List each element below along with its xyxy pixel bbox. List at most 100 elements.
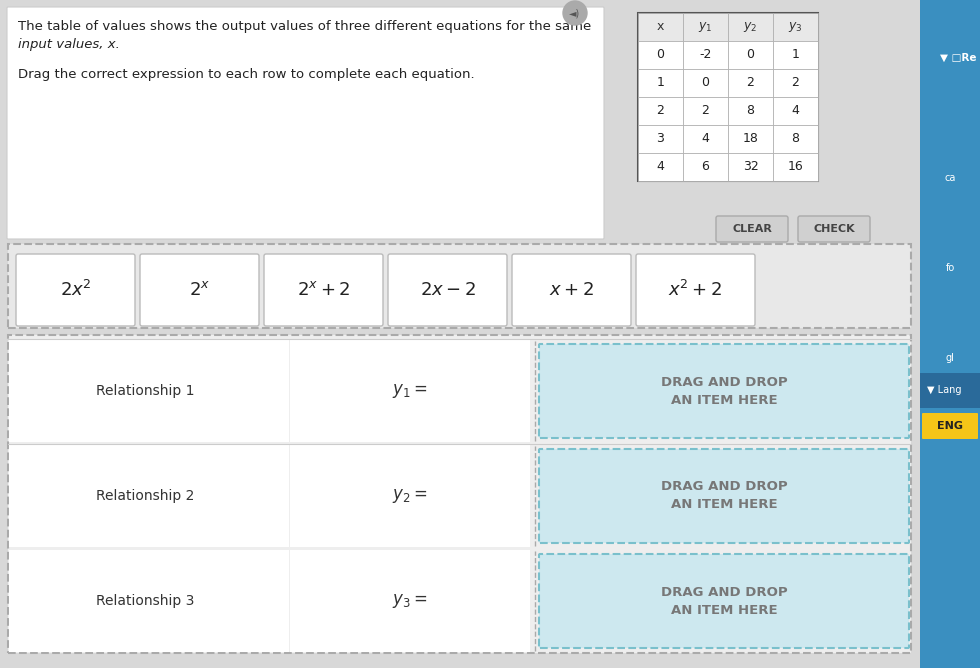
Text: CLEAR: CLEAR — [732, 224, 772, 234]
FancyBboxPatch shape — [920, 0, 980, 668]
FancyBboxPatch shape — [638, 153, 683, 181]
FancyBboxPatch shape — [683, 69, 728, 97]
FancyBboxPatch shape — [798, 216, 870, 242]
Text: 8: 8 — [747, 104, 755, 118]
FancyBboxPatch shape — [683, 13, 728, 41]
Text: DRAG AND DROP
AN ITEM HERE: DRAG AND DROP AN ITEM HERE — [661, 585, 787, 617]
Text: $y_2$: $y_2$ — [744, 20, 758, 34]
Text: $x+2$: $x+2$ — [549, 281, 594, 299]
FancyBboxPatch shape — [773, 69, 818, 97]
Text: fo: fo — [946, 263, 955, 273]
Text: 3: 3 — [657, 132, 664, 146]
Text: 0: 0 — [747, 49, 755, 61]
FancyBboxPatch shape — [773, 97, 818, 125]
FancyBboxPatch shape — [638, 13, 683, 41]
Text: 2: 2 — [792, 77, 800, 90]
Text: 0: 0 — [702, 77, 710, 90]
Text: The table of values shows the output values of three different equations for the: The table of values shows the output val… — [18, 20, 591, 33]
Text: $2x-2$: $2x-2$ — [419, 281, 475, 299]
FancyBboxPatch shape — [638, 41, 683, 69]
FancyBboxPatch shape — [773, 125, 818, 153]
FancyBboxPatch shape — [728, 41, 773, 69]
FancyBboxPatch shape — [9, 550, 289, 652]
FancyBboxPatch shape — [539, 449, 909, 543]
FancyBboxPatch shape — [638, 97, 683, 125]
FancyBboxPatch shape — [683, 125, 728, 153]
FancyBboxPatch shape — [636, 254, 755, 326]
FancyBboxPatch shape — [728, 125, 773, 153]
FancyBboxPatch shape — [290, 340, 530, 442]
Text: 4: 4 — [792, 104, 800, 118]
Text: ▼ Lang: ▼ Lang — [927, 385, 961, 395]
Text: 2: 2 — [747, 77, 755, 90]
Text: $2^x+2$: $2^x+2$ — [297, 281, 350, 299]
FancyBboxPatch shape — [728, 69, 773, 97]
FancyBboxPatch shape — [728, 153, 773, 181]
FancyBboxPatch shape — [638, 125, 683, 153]
Text: Relationship 2: Relationship 2 — [96, 489, 194, 503]
Text: $x^2+2$: $x^2+2$ — [668, 280, 722, 300]
Text: 2: 2 — [657, 104, 664, 118]
Text: Relationship 3: Relationship 3 — [96, 594, 194, 608]
Text: 18: 18 — [743, 132, 759, 146]
Text: -2: -2 — [700, 49, 711, 61]
FancyBboxPatch shape — [7, 7, 604, 239]
Text: $2x^2$: $2x^2$ — [60, 280, 91, 300]
Text: $y_3 =$: $y_3 =$ — [392, 592, 427, 610]
Text: $y_3$: $y_3$ — [788, 20, 803, 34]
Text: Drag the correct expression to each row to complete each equation.: Drag the correct expression to each row … — [18, 68, 474, 81]
FancyBboxPatch shape — [388, 254, 507, 326]
FancyBboxPatch shape — [683, 41, 728, 69]
FancyBboxPatch shape — [920, 373, 980, 408]
FancyBboxPatch shape — [290, 550, 530, 652]
Text: 8: 8 — [792, 132, 800, 146]
Text: 4: 4 — [702, 132, 710, 146]
FancyBboxPatch shape — [8, 244, 911, 328]
Text: x: x — [657, 21, 664, 33]
FancyBboxPatch shape — [512, 254, 631, 326]
FancyBboxPatch shape — [539, 554, 909, 648]
FancyBboxPatch shape — [539, 344, 909, 438]
Text: $y_1$: $y_1$ — [699, 20, 712, 34]
Text: gl: gl — [946, 353, 955, 363]
Text: ▼ □Rе: ▼ □Rе — [940, 53, 976, 63]
FancyBboxPatch shape — [638, 69, 683, 97]
FancyBboxPatch shape — [716, 216, 788, 242]
Text: $2^x$: $2^x$ — [189, 281, 210, 299]
Text: 1: 1 — [657, 77, 664, 90]
FancyBboxPatch shape — [683, 153, 728, 181]
Text: DRAG AND DROP
AN ITEM HERE: DRAG AND DROP AN ITEM HERE — [661, 480, 787, 512]
FancyBboxPatch shape — [290, 445, 530, 547]
FancyBboxPatch shape — [8, 335, 911, 653]
FancyBboxPatch shape — [728, 13, 773, 41]
Text: $y_2 =$: $y_2 =$ — [392, 487, 427, 505]
Text: ◄): ◄) — [569, 8, 580, 18]
FancyBboxPatch shape — [773, 153, 818, 181]
Text: CHECK: CHECK — [813, 224, 855, 234]
Text: 0: 0 — [657, 49, 664, 61]
Text: $y_1 =$: $y_1 =$ — [392, 382, 427, 400]
FancyBboxPatch shape — [16, 254, 135, 326]
Text: DRAG AND DROP
AN ITEM HERE: DRAG AND DROP AN ITEM HERE — [661, 375, 787, 407]
FancyBboxPatch shape — [922, 413, 978, 439]
FancyBboxPatch shape — [9, 340, 289, 442]
Text: ca: ca — [945, 173, 955, 183]
FancyBboxPatch shape — [773, 41, 818, 69]
FancyBboxPatch shape — [9, 445, 289, 547]
Text: Relationship 1: Relationship 1 — [96, 384, 194, 398]
Text: ENG: ENG — [937, 421, 963, 431]
FancyBboxPatch shape — [773, 13, 818, 41]
FancyBboxPatch shape — [728, 97, 773, 125]
Text: 6: 6 — [702, 160, 710, 174]
Text: 16: 16 — [788, 160, 804, 174]
FancyBboxPatch shape — [264, 254, 383, 326]
Text: input values, x.: input values, x. — [18, 38, 120, 51]
FancyBboxPatch shape — [638, 13, 818, 181]
Text: 32: 32 — [743, 160, 759, 174]
Text: 1: 1 — [792, 49, 800, 61]
FancyBboxPatch shape — [140, 254, 259, 326]
FancyBboxPatch shape — [683, 97, 728, 125]
Text: 2: 2 — [702, 104, 710, 118]
Circle shape — [563, 1, 587, 25]
Text: 4: 4 — [657, 160, 664, 174]
